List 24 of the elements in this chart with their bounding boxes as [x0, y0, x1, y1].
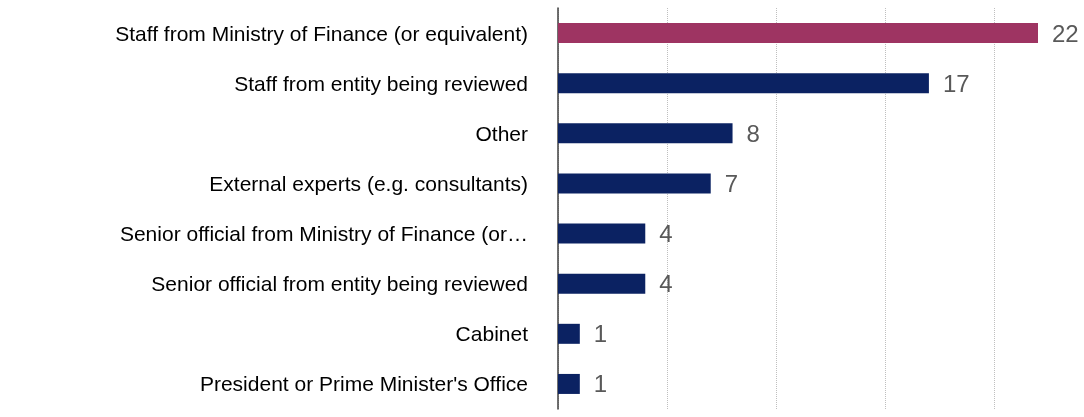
y-tick-label: Staff from entity being reviewed — [234, 71, 528, 95]
y-tick-label: Staff from Ministry of Finance (or equivalent) — [115, 21, 528, 45]
y-tick-label: External experts (e.g. consultants) — [209, 171, 528, 195]
data-label: 4 — [659, 220, 673, 248]
bar — [558, 173, 711, 194]
data-label: 8 — [746, 119, 760, 147]
data-label: 1 — [593, 370, 608, 398]
bar — [558, 273, 646, 294]
y-tick-label: Other — [475, 121, 528, 145]
data-label: 17 — [942, 69, 970, 97]
y-tick-label: President or Prime Minister's Office — [199, 372, 528, 396]
bar — [558, 323, 580, 344]
bar — [558, 373, 580, 394]
data-label: 22 — [1052, 19, 1079, 47]
bar — [558, 23, 1038, 44]
bar — [558, 223, 646, 244]
data-label: 4 — [659, 270, 673, 298]
data-label: 1 — [593, 320, 608, 348]
bar — [558, 123, 733, 144]
y-tick-label: Senior official from Ministry of Finance (or… — [119, 222, 528, 246]
y-tick-label: Cabinet — [455, 322, 529, 346]
data-label: 7 — [724, 169, 739, 197]
y-tick-label: Senior official from entity being reviewed — [151, 272, 528, 296]
bar — [558, 73, 929, 94]
